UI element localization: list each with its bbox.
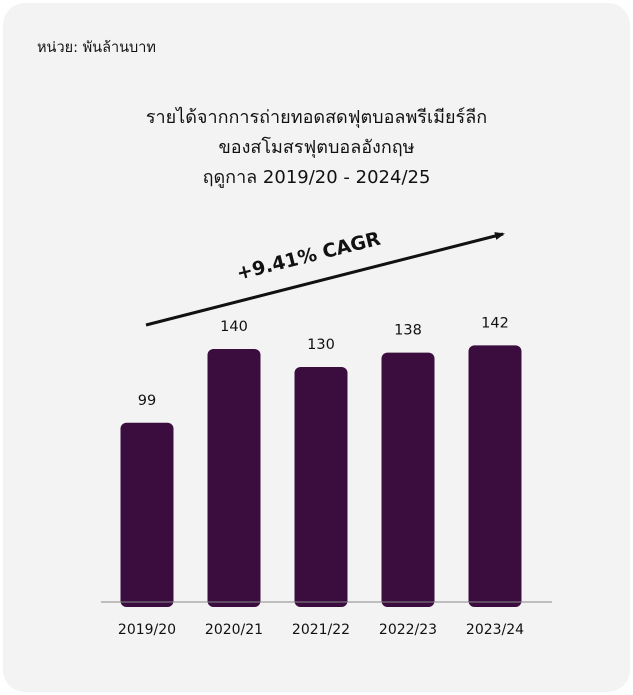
bar-2020-21 — [207, 349, 261, 607]
bar-value-label: 140 — [220, 319, 248, 335]
x-tick-label: 2022/23 — [379, 622, 437, 638]
bar-2019-20 — [120, 422, 174, 607]
chart-title-line: รายได้จากการถ่ายทอดสดฟุตบอลพรีเมียร์ลีก — [145, 107, 488, 128]
cagr-annotation: +9.41% CAGR — [234, 228, 383, 285]
bar-value-label: 138 — [394, 323, 422, 339]
bar-2023-24 — [468, 345, 522, 607]
unit-label: หน่วย: พันล้านบาท — [37, 40, 156, 56]
growth-arrow — [145, 232, 505, 327]
bar-value-label: 99 — [138, 393, 156, 409]
bar-2021-22 — [294, 367, 348, 607]
chart-season-range: ฤดูกาล 2019/20 - 2024/25 — [202, 167, 431, 188]
x-tick-label: 2020/21 — [205, 622, 263, 638]
chart-subtitle-line: ของสโมสรฟุตบอลอังกฤษ — [218, 137, 415, 158]
bar-value-label: 130 — [307, 337, 335, 353]
x-axis-ticks: 2019/20 2020/21 2021/22 2022/23 2023/24 — [118, 622, 524, 638]
x-tick-label: 2021/22 — [292, 622, 350, 638]
bar-value-label: 142 — [481, 315, 509, 331]
x-tick-label: 2019/20 — [118, 622, 176, 638]
bars-layer: 99 140 130 138 142 — [120, 315, 522, 607]
chart-title: รายได้จากการถ่ายทอดสดฟุตบอลพรีเมียร์ลีก … — [0, 103, 633, 193]
x-tick-label: 2023/24 — [466, 622, 524, 638]
bar-2022-23 — [381, 352, 435, 607]
